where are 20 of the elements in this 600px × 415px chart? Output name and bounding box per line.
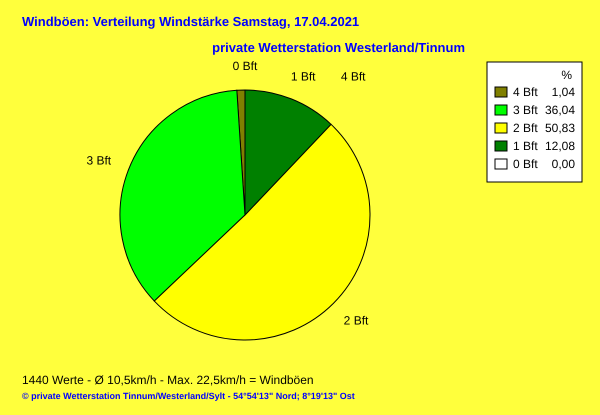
legend-label: 1 Bft — [513, 139, 538, 153]
chart-subtitle: private Wetterstation Westerland/Tinnum — [212, 40, 465, 55]
slice-label: 2 Bft — [344, 313, 370, 328]
data-label: 36,04 — [544, 103, 576, 117]
chart-title: Windböen: Verteilung Windstärke Samstag, 17.04.2021 — [22, 14, 360, 29]
data-label: 50,83 — [544, 121, 576, 135]
text: © private Wetterstation Tinnum/Westerland/Sylt - 54°54'13" Nord; 8°19'13" Ost — [22, 391, 355, 401]
legend-label: 0 Bft — [513, 157, 538, 171]
text: 0,00 — [552, 157, 575, 171]
text: 1440 Werte - Ø 10,5km/h - Max. 22,5km/h = Windböen — [22, 373, 314, 387]
category-label: 4 Bft — [340, 70, 366, 84]
data-label: 12,08 — [544, 139, 576, 153]
category-label: 0 Bft — [232, 59, 258, 73]
data-label: 1,04 — [552, 85, 576, 99]
legend-label: 4 Bft — [513, 85, 538, 99]
legend-label: 2 Bft — [513, 121, 538, 135]
legend-title: % — [561, 68, 572, 82]
slice-label: 3 Bft — [86, 154, 112, 168]
legend-label: 3 Bft — [513, 103, 538, 117]
slice-label: 1 Bft — [290, 70, 316, 84]
